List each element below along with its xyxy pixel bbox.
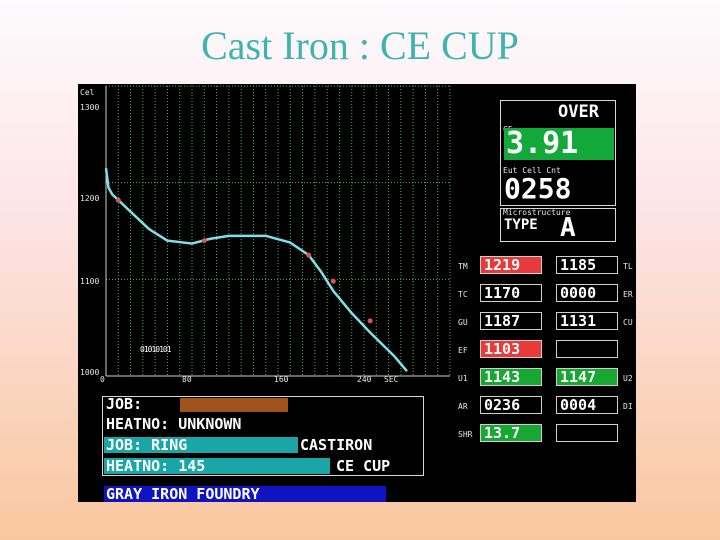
ce-panel [500,100,616,206]
heatno-145: HEATNO: 145 [106,457,206,475]
reading-tag-left: U1 [458,374,468,383]
x-tick-240: 240 [357,375,372,384]
job-ring: JOB: RING [106,436,188,454]
reading-value-right: 0004 [556,396,618,414]
reading-tag-left: TC [458,290,468,299]
reading-value-left: 1103 [480,340,542,358]
reading-tag-right: CU [623,318,633,327]
job-info-panel [102,396,424,476]
job-input-bar [180,398,288,412]
reading-tag-left: SHR [458,430,473,439]
x-tick-80: 80 [182,375,192,384]
reading-value-right: 1147 [556,368,618,386]
reading-value-right: 0000 [556,284,618,302]
reading-tag-right: DI [623,402,633,411]
reading-value-left: 1170 [480,284,542,302]
heatno-bar [104,458,330,474]
cooling-curve-chart [104,85,451,377]
ce-value: 3.91 [504,128,614,160]
status-text: OVER [558,102,599,122]
y-tick-1000: 1000 [80,368,100,377]
microstructure-type-label: TYPE [504,217,538,233]
y-tick-1200: 1200 [80,194,100,203]
foundry-name: GRAY IRON FOUNDRY [106,485,260,503]
cell-count-label: Eut Cell Cnt [503,166,561,175]
reading-tag-right: U2 [623,374,633,383]
reading-value-left: 13.7 [480,424,542,442]
heatno-unknown: HEATNO: UNKNOWN [106,415,242,433]
reading-value-left: 1219 [480,256,542,274]
job-label: JOB: [106,395,143,413]
curve-marker-point [330,278,336,284]
reading-value-right [556,340,618,358]
graph-overlay-text: 01010101 [140,345,172,354]
reading-value-left: 0236 [480,396,542,414]
foundry-bar [104,486,386,502]
curve-marker-point [201,238,207,244]
x-unit-label: SEC [384,375,399,384]
microstructure-panel [500,208,616,242]
job-ring-bar [104,437,298,453]
reading-value-right: 1131 [556,312,618,330]
cooling-curve-line [104,168,408,372]
microstructure-value: A [560,213,576,243]
y-tick-1100: 1100 [80,277,100,286]
x-tick-0: 0 [100,375,105,384]
reading-tag-right: ER [623,290,633,299]
reading-value-right [556,424,618,442]
reading-tag-right: TL [623,262,633,271]
ce-cup-label: CE CUP [336,457,391,475]
microstructure-label: Microstructure [503,208,571,217]
instrument-screen: Cel 1300 1200 1100 1000 0 80 160 240 SEC… [78,84,636,502]
y-tick-1300: 1300 [80,103,100,112]
cell-count-value: 0258 [504,172,572,205]
curve-marker-point [367,318,373,324]
reading-tag-left: GU [458,318,468,327]
curve-marker-point [306,252,312,258]
reading-value-left: 1187 [480,312,542,330]
castiron-label: CASTIRON [300,436,373,454]
x-tick-160: 160 [274,375,289,384]
reading-value-right: 1185 [556,256,618,274]
curve-marker-point [115,197,121,203]
reading-tag-left: AR [458,402,468,411]
reading-value-left: 1143 [480,368,542,386]
y-unit-label: Cel [80,88,95,97]
reading-tag-left: TM [458,262,468,271]
slide-title: Cast Iron : CE CUP [201,23,519,68]
reading-tag-left: EF [458,346,468,355]
